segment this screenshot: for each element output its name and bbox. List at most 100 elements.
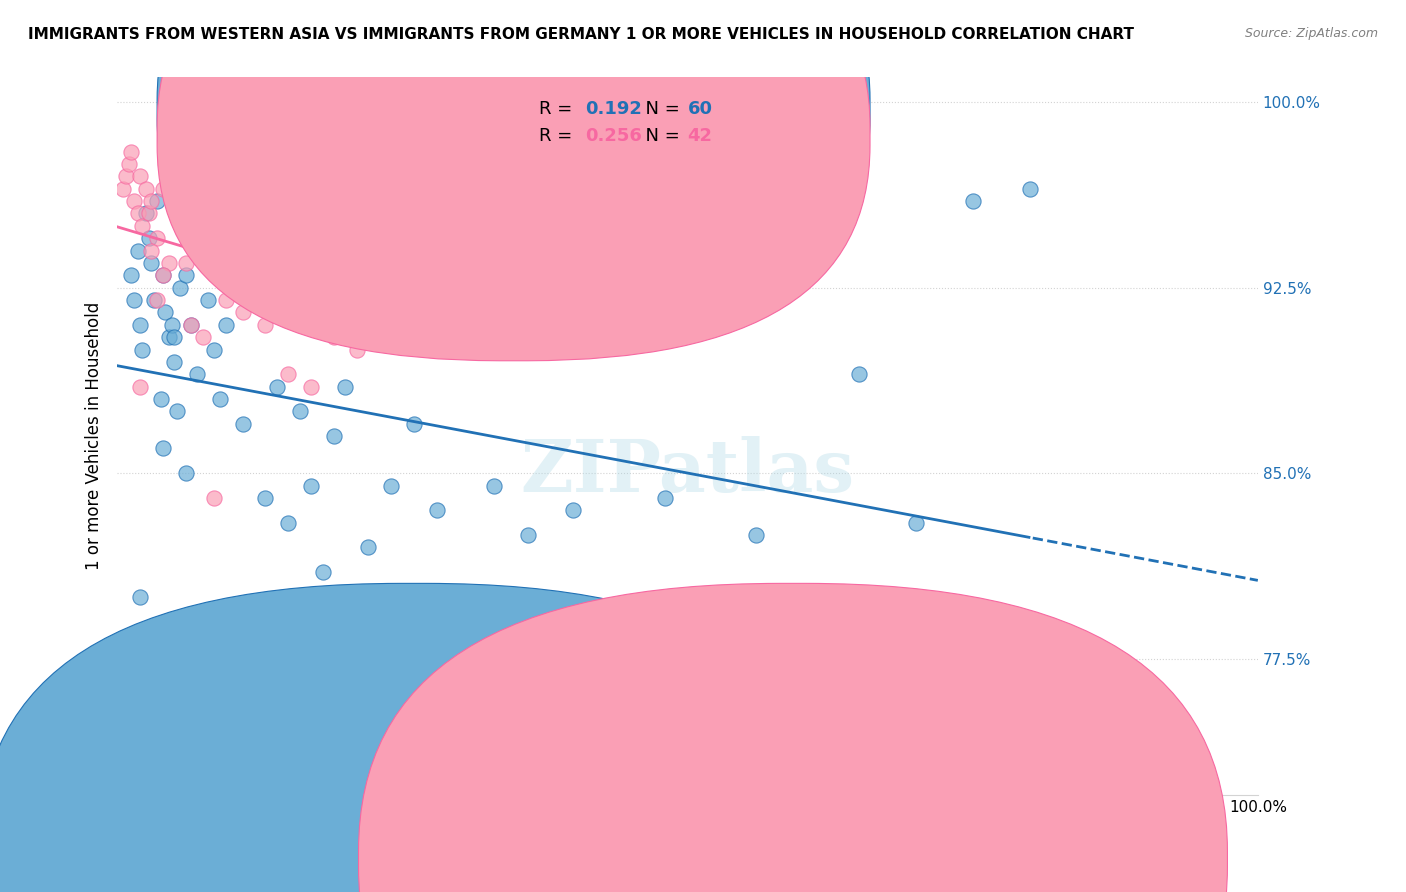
Text: N =: N = xyxy=(634,100,685,118)
Point xyxy=(277,516,299,530)
Point xyxy=(169,194,191,208)
Point xyxy=(142,293,165,307)
Point xyxy=(335,268,357,283)
Text: N =: N = xyxy=(634,127,685,145)
Y-axis label: 1 or more Vehicles in Household: 1 or more Vehicles in Household xyxy=(86,302,103,570)
Point xyxy=(219,256,242,270)
Text: Source: ZipAtlas.com: Source: ZipAtlas.com xyxy=(1244,27,1378,40)
Point xyxy=(607,726,630,740)
FancyBboxPatch shape xyxy=(157,0,870,360)
Point xyxy=(111,182,134,196)
Point xyxy=(904,516,927,530)
Point xyxy=(848,368,870,382)
Point xyxy=(131,219,153,233)
Point xyxy=(163,169,186,184)
Point xyxy=(127,244,149,258)
Point xyxy=(180,318,202,332)
Text: ZIPatlas: ZIPatlas xyxy=(520,436,855,508)
Point xyxy=(152,442,174,456)
Point xyxy=(141,256,163,270)
Point xyxy=(157,256,180,270)
Point xyxy=(335,379,357,393)
Text: R =: R = xyxy=(540,100,578,118)
Point xyxy=(149,392,172,406)
Point xyxy=(299,478,322,492)
Point xyxy=(153,305,176,319)
Point xyxy=(311,244,333,258)
Point xyxy=(146,194,169,208)
Point xyxy=(141,640,163,654)
Point xyxy=(186,219,208,233)
Point xyxy=(962,194,984,208)
Point xyxy=(120,268,142,283)
Point xyxy=(129,379,152,393)
Point xyxy=(357,541,380,555)
Point xyxy=(266,379,288,393)
Point xyxy=(152,268,174,283)
Point xyxy=(197,293,219,307)
Point xyxy=(152,182,174,196)
Point xyxy=(138,231,160,245)
Point xyxy=(208,194,231,208)
Point xyxy=(214,293,236,307)
Point xyxy=(115,169,138,184)
Point xyxy=(169,281,191,295)
Point xyxy=(174,466,197,480)
Point xyxy=(482,478,505,492)
Point xyxy=(120,145,142,159)
Point xyxy=(790,590,813,604)
Point xyxy=(214,318,236,332)
Point xyxy=(180,318,202,332)
Point xyxy=(186,368,208,382)
Point xyxy=(266,157,288,171)
Point xyxy=(172,219,194,233)
Point xyxy=(146,293,169,307)
Point xyxy=(288,206,311,220)
Point xyxy=(402,417,425,431)
Point xyxy=(127,206,149,220)
Point xyxy=(152,268,174,283)
Text: 0.192: 0.192 xyxy=(585,100,641,118)
Point xyxy=(141,194,163,208)
Point xyxy=(322,330,344,344)
FancyBboxPatch shape xyxy=(157,0,870,334)
Point xyxy=(299,379,322,393)
Text: Immigrants from Western Asia: Immigrants from Western Asia xyxy=(418,845,651,859)
Point xyxy=(160,318,183,332)
Point xyxy=(157,330,180,344)
Point xyxy=(426,503,449,517)
Point xyxy=(163,330,186,344)
Point xyxy=(516,528,538,542)
Point xyxy=(117,157,139,171)
Text: IMMIGRANTS FROM WESTERN ASIA VS IMMIGRANTS FROM GERMANY 1 OR MORE VEHICLES IN HO: IMMIGRANTS FROM WESTERN ASIA VS IMMIGRAN… xyxy=(28,27,1135,42)
Point xyxy=(1018,182,1040,196)
Point xyxy=(131,343,153,357)
Point xyxy=(146,231,169,245)
Point xyxy=(141,244,163,258)
Text: 60: 60 xyxy=(688,100,713,118)
Point xyxy=(219,268,242,283)
Point xyxy=(311,565,333,579)
Point xyxy=(138,206,160,220)
Point xyxy=(124,194,146,208)
Point xyxy=(191,231,214,245)
Point xyxy=(699,714,721,728)
Point xyxy=(191,330,214,344)
Point xyxy=(129,169,152,184)
Point xyxy=(232,305,254,319)
Point xyxy=(135,206,157,220)
Point xyxy=(129,318,152,332)
Text: 0.256: 0.256 xyxy=(585,127,641,145)
Point xyxy=(232,417,254,431)
Text: R =: R = xyxy=(540,127,578,145)
Text: Immigrants from Germany: Immigrants from Germany xyxy=(813,845,1015,859)
Point xyxy=(163,355,186,369)
Point xyxy=(174,256,197,270)
Text: 42: 42 xyxy=(688,127,713,145)
Point xyxy=(745,528,768,542)
Point xyxy=(135,182,157,196)
Point xyxy=(202,343,225,357)
Point xyxy=(562,503,585,517)
Point xyxy=(288,404,311,418)
Point xyxy=(402,219,425,233)
